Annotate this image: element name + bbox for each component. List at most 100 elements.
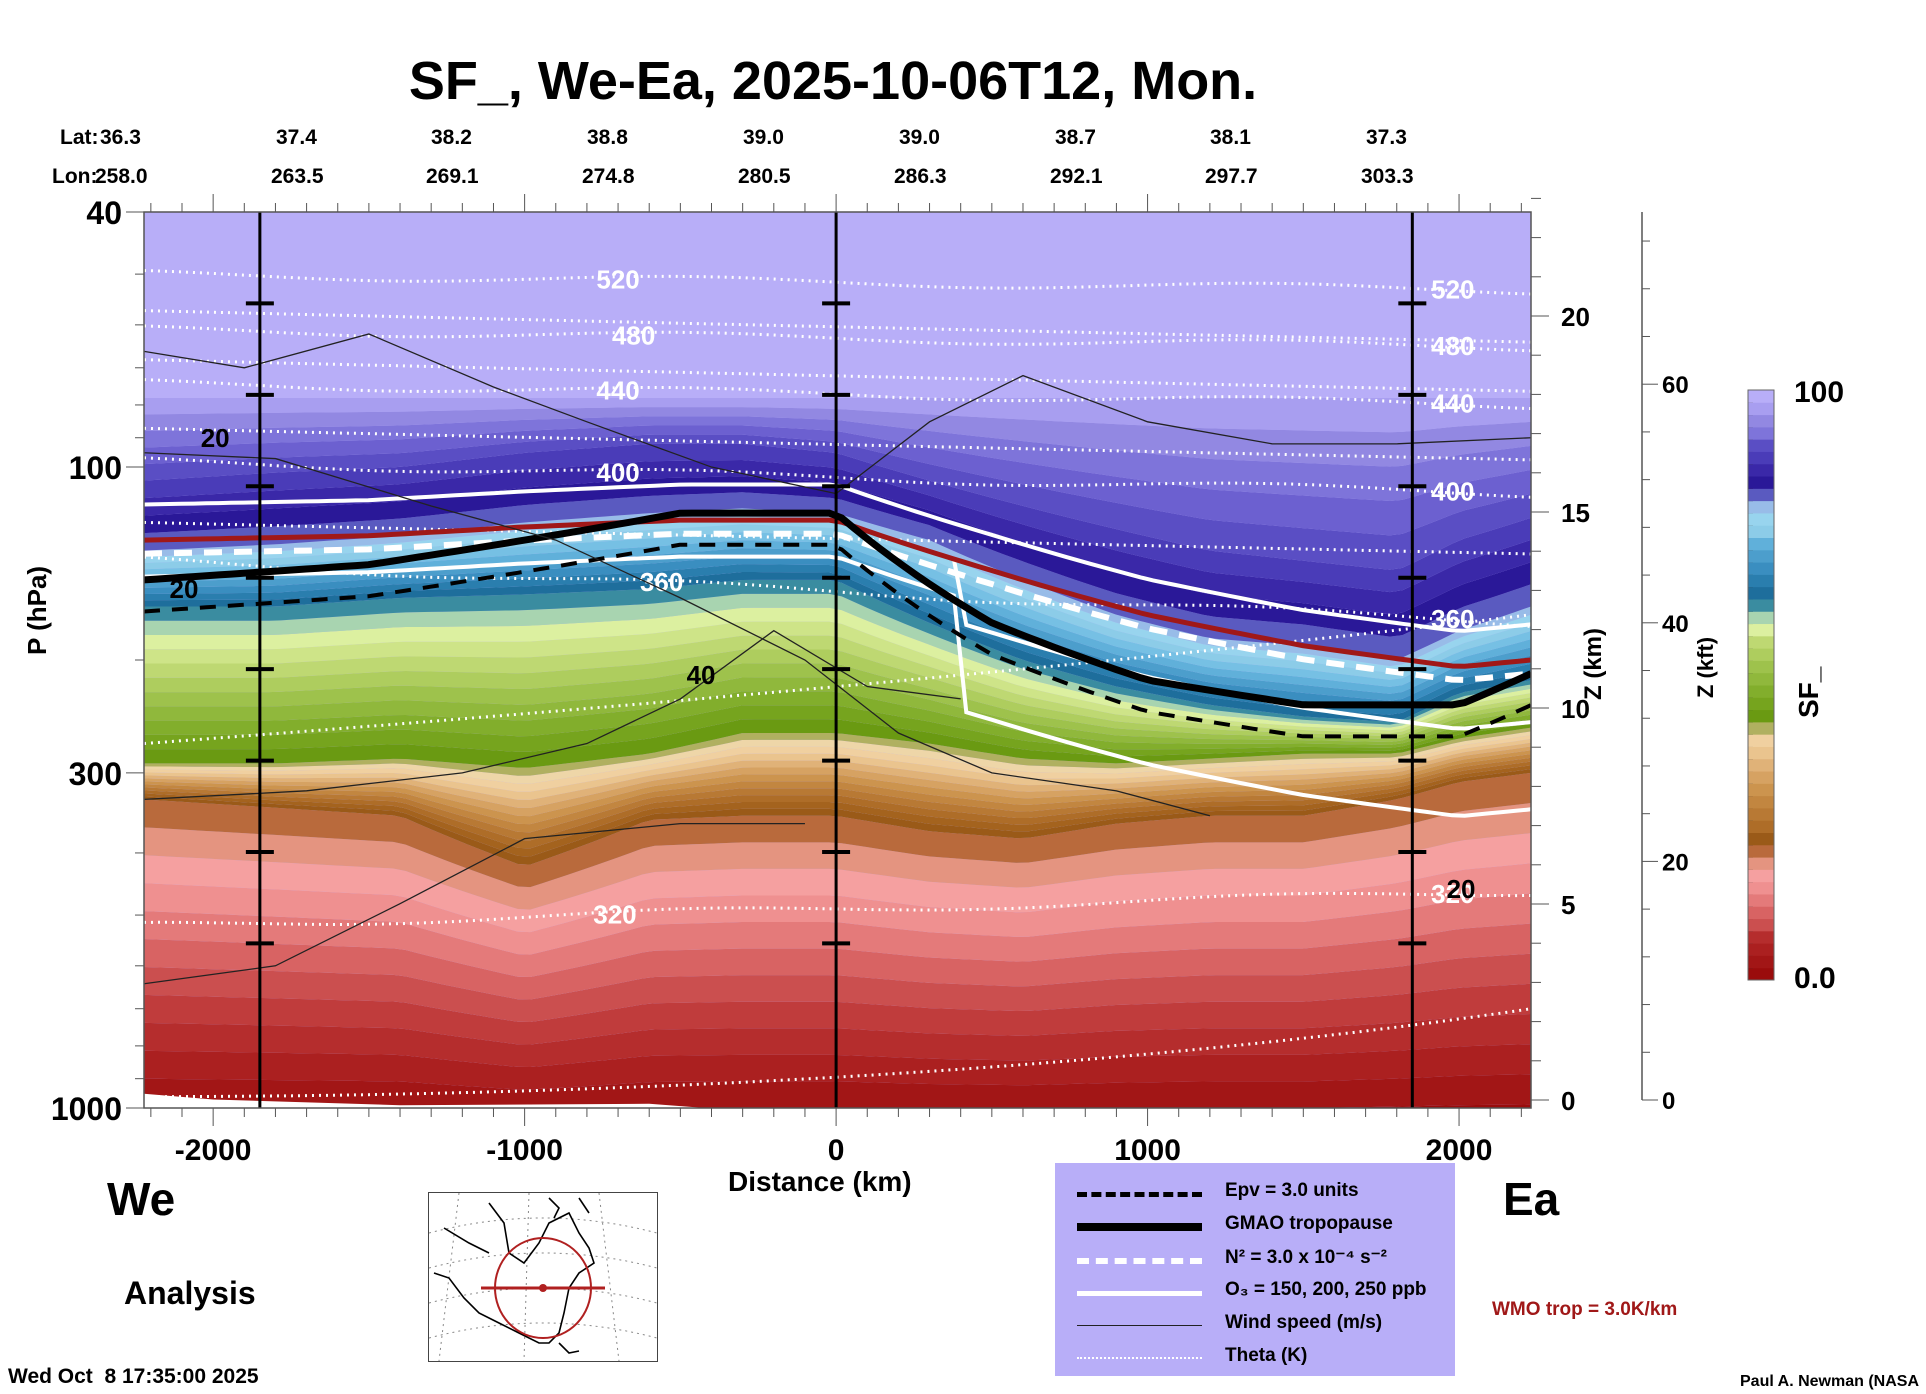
colorbar-label: SF_ — [1793, 666, 1824, 718]
colorbar-swatch — [1748, 562, 1774, 575]
z-km-tick-label: 5 — [1561, 890, 1575, 920]
wind-contour-label: 20 — [170, 574, 199, 604]
colorband — [144, 443, 1531, 593]
colorbar-swatch — [1748, 783, 1774, 797]
colorbar-swatch — [1748, 820, 1774, 833]
colorband — [144, 397, 1531, 433]
lat-value: 38.1 — [1210, 126, 1251, 149]
colorbar-swatch — [1748, 586, 1774, 600]
colorbar-swatch — [1748, 402, 1774, 416]
lat-value: 39.0 — [743, 126, 784, 149]
theta-contour-label: 520 — [596, 265, 639, 295]
gmao-tropopause-line — [144, 509, 1531, 709]
theta-contour — [144, 613, 1531, 745]
theta-contour — [144, 891, 1531, 926]
colorbar-swatch — [1748, 439, 1774, 452]
colorbar-swatch — [1748, 721, 1774, 735]
white-solid-line-icon — [1077, 1291, 1202, 1296]
theta-contour-label: 480 — [612, 321, 655, 351]
lon-value: 269.1 — [426, 165, 479, 188]
colorband — [144, 492, 1531, 659]
theta-contour-label: 440 — [596, 376, 639, 406]
colorbar-swatch — [1748, 426, 1774, 440]
z-km-tick-label: 20 — [1561, 302, 1590, 332]
theta-contour-label: 320 — [1431, 879, 1474, 909]
wind-contour-label: 20 — [201, 423, 230, 453]
theta-contour — [144, 520, 1531, 556]
colorband — [144, 416, 1531, 502]
coastline-outline — [433, 1197, 595, 1354]
colorband — [144, 727, 1531, 776]
colorbar-swatch — [1748, 660, 1774, 674]
missing-data-region — [144, 1093, 706, 1108]
z-km-axis-label: Z (km) — [1580, 628, 1607, 700]
theta-contour-label: 440 — [1431, 389, 1474, 419]
z-km-tick-label: 15 — [1561, 498, 1590, 528]
colorband — [144, 621, 1531, 734]
colorbar-swatch — [1748, 414, 1774, 428]
colorband — [144, 407, 1531, 467]
colorbar-swatch — [1748, 648, 1774, 661]
legend-item-wind-speed: Wind speed (m/s) — [1055, 1309, 1455, 1341]
map-graphic — [429, 1193, 657, 1361]
theta-contour-label: 400 — [1431, 477, 1474, 507]
colorbar-swatch — [1748, 500, 1774, 514]
z-kft-tick-label: 0 — [1662, 1088, 1675, 1115]
x-tick-label: 0 — [828, 1134, 845, 1167]
theta-contour — [144, 358, 1531, 393]
east-label: Ea — [1503, 1173, 1560, 1225]
black-dashed-line-icon — [1077, 1192, 1202, 1197]
colorbar-swatch — [1748, 574, 1774, 588]
x-tick-label: -1000 — [486, 1134, 563, 1167]
colorband — [144, 476, 1531, 637]
colorbar-swatch — [1748, 463, 1774, 477]
lon-value: 303.3 — [1361, 165, 1414, 188]
colorbar-swatch — [1748, 869, 1774, 883]
lat-value: 37.4 — [276, 126, 317, 149]
colorbar-swatch — [1748, 955, 1774, 969]
colorbar-swatch — [1748, 611, 1774, 625]
analysis-label: Analysis — [124, 1275, 256, 1311]
wind-speed-contour — [144, 452, 1211, 817]
colorbar-swatch — [1748, 844, 1774, 858]
theta-contour-label: 480 — [1431, 331, 1474, 361]
lon-value: 292.1 — [1050, 165, 1103, 188]
wind-speed-contour — [144, 629, 961, 801]
y-axis-label: P (hPa) — [22, 565, 52, 655]
legend-label: O₃ = 150, 200, 250 ppb — [1225, 1279, 1427, 1300]
wind-speed-contour — [144, 822, 805, 985]
z-kft-tick-label: 60 — [1662, 372, 1689, 399]
black-thick-line-icon — [1077, 1223, 1202, 1231]
z-km-tick-label: 10 — [1561, 694, 1590, 724]
colorbar-swatch — [1748, 549, 1774, 563]
theta-contour — [144, 426, 1531, 462]
lat-value: 39.0 — [899, 126, 940, 149]
white-dashed-line-icon — [1077, 1258, 1202, 1264]
colorbar-swatch — [1748, 795, 1774, 809]
black-thin-line-icon — [1077, 1325, 1202, 1326]
white-dotted-line-icon — [1077, 1357, 1202, 1359]
legend-item-n2: N² = 3.0 x 10⁻⁴ s⁻² — [1055, 1243, 1455, 1275]
lon-value: 280.5 — [738, 165, 791, 188]
colorbar-swatch — [1748, 967, 1774, 981]
theta-contour-label: 400 — [596, 457, 639, 487]
theta-contour — [144, 378, 1531, 411]
theta-contour — [144, 269, 1531, 296]
colorbar-swatch — [1748, 807, 1774, 821]
chart-title: SF_, We-Ea, 2025-10-06T12, Mon. — [408, 51, 1258, 111]
colorband — [144, 635, 1531, 737]
colorband — [144, 434, 1531, 570]
lon-label: Lon: — [52, 165, 98, 188]
colorbar-swatch — [1748, 488, 1774, 502]
colorband — [144, 425, 1531, 536]
legend-item-theta: Theta (K) — [1055, 1342, 1455, 1374]
colorbar-swatch — [1748, 537, 1774, 551]
x-axis-label: Distance (km) — [728, 1166, 912, 1197]
colorband — [144, 705, 1531, 757]
colorbar-swatch — [1748, 906, 1774, 920]
y-tick-label: 1000 — [51, 1091, 122, 1127]
colorbar-swatch — [1748, 930, 1774, 944]
colorband — [144, 459, 1531, 615]
colorbar-swatch — [1748, 512, 1774, 526]
